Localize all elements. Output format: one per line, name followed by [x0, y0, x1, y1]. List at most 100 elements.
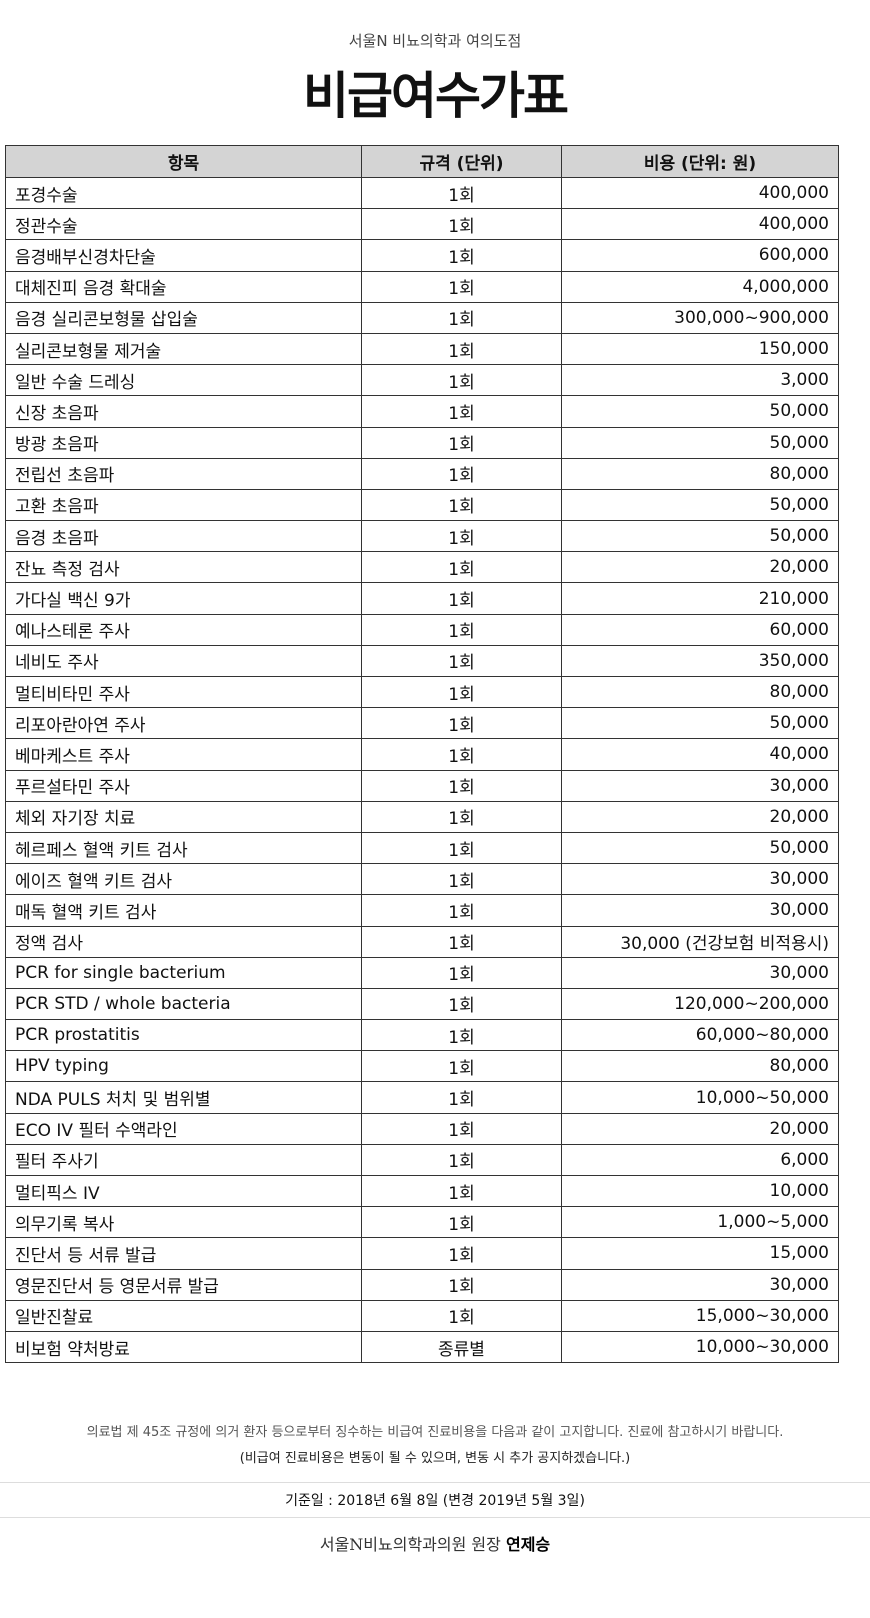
price-table: 항목 규격 (단위) 비용 (단위: 원) 포경수술 1회 400,000 정관수술 1… [5, 145, 839, 1364]
item-cost: 4,000,000 [561, 270, 839, 303]
table-row: 멀티비타민 주사 1회 80,000 [5, 675, 839, 709]
table-row: 리포아란아연 주사 1회 50,000 [5, 707, 839, 740]
item-cost: 20,000 [561, 800, 839, 833]
item-unit: 1회 [361, 644, 562, 678]
table-row: 진단서 등 서류 발급 1회 15,000 [5, 1237, 839, 1270]
item-unit: 1회 [361, 675, 562, 709]
column-header: 비용 (단위: 원) [561, 145, 839, 178]
item-unit: 1회 [361, 551, 562, 584]
item-unit: 1회 [361, 831, 562, 865]
item-unit: 1회 [361, 738, 562, 771]
item-cost: 50,000 [561, 488, 839, 522]
table-row: 예나스테론 주사 1회 60,000 [5, 613, 839, 646]
signer-name: 연제승 [505, 1535, 551, 1554]
item-name: 네비도 주사 [5, 644, 362, 678]
table-row: ECO IV 필터 수액라인 1회 20,000 [5, 1112, 839, 1145]
table-row: 매독 혈액 키트 검사 1회 30,000 [5, 894, 839, 927]
item-cost: 80,000 [561, 675, 839, 709]
table-row: PCR for single bacterium 1회 30,000 [5, 956, 839, 989]
item-unit: 종류별 [361, 1330, 562, 1364]
table-row: 음경 초음파 1회 50,000 [5, 520, 839, 553]
item-cost: 120,000~200,000 [561, 987, 839, 1021]
item-unit: 1회 [361, 426, 562, 459]
item-cost: 60,000 [561, 613, 839, 646]
table-row: 정관수술 1회 400,000 [5, 208, 839, 241]
table-row: 일반 수술 드레싱 1회 3,000 [5, 364, 839, 397]
item-cost: 80,000 [561, 457, 839, 490]
item-cost: 50,000 [561, 426, 839, 459]
divider [0, 1517, 870, 1518]
item-name: 베마케스트 주사 [5, 738, 362, 771]
item-cost: 30,000 [561, 894, 839, 927]
table-row: 필터 주사기 1회 6,000 [5, 1143, 839, 1177]
item-name: 멀티픽스 IV [5, 1174, 362, 1208]
table-row: 신장 초음파 1회 50,000 [5, 395, 839, 428]
table-row: 푸르설타민 주사 1회 30,000 [5, 769, 839, 802]
item-name: 음경배부신경차단술 [5, 239, 362, 272]
table-row: 정액 검사 1회 30,000 (건강보험 비적용시) [5, 925, 839, 958]
item-name: 실리콘보형물 제거술 [5, 332, 362, 366]
item-name: 비보험 약처방료 [5, 1330, 362, 1364]
item-cost: 300,000~900,000 [561, 301, 839, 334]
item-unit: 1회 [361, 1237, 562, 1270]
item-cost: 30,000 [561, 1268, 839, 1301]
table-row: 실리콘보형물 제거술 1회 150,000 [5, 332, 839, 366]
item-name: 음경 초음파 [5, 520, 362, 553]
item-cost: 30,000 [561, 769, 839, 802]
item-cost: 6,000 [561, 1143, 839, 1177]
item-unit: 1회 [361, 1299, 562, 1332]
item-name: 방광 초음파 [5, 426, 362, 459]
item-name: PCR STD / whole bacteria [5, 987, 362, 1021]
item-name: 대체진피 음경 확대술 [5, 270, 362, 303]
table-row: NDA PULS 처치 및 범위별 1회 10,000~50,000 [5, 1081, 839, 1114]
table-row: 고환 초음파 1회 50,000 [5, 488, 839, 522]
item-name: 의무기록 복사 [5, 1206, 362, 1239]
item-unit: 1회 [361, 239, 562, 272]
item-cost: 350,000 [561, 644, 839, 678]
table-row: HPV typing 1회 80,000 [5, 1050, 839, 1083]
item-name: 잔뇨 측정 검사 [5, 551, 362, 584]
table-row: 체외 자기장 치료 1회 20,000 [5, 800, 839, 833]
item-cost: 50,000 [561, 520, 839, 553]
item-cost: 600,000 [561, 239, 839, 272]
item-name: 가다실 백신 9가 [5, 582, 362, 615]
notice: 의료법 제 45조 규정에 의거 환자 등으로부터 징수하는 비급여 진료비용을… [86, 1425, 784, 1440]
item-name: 에이즈 혈액 키트 검사 [5, 863, 362, 896]
item-unit: 1회 [361, 270, 562, 303]
table-row: 전립선 초음파 1회 80,000 [5, 457, 839, 490]
item-unit: 1회 [361, 176, 562, 210]
table-row: 일반진찰료 1회 15,000~30,000 [5, 1299, 839, 1332]
item-unit: 1회 [361, 769, 562, 802]
item-cost: 10,000~50,000 [561, 1081, 839, 1114]
column-header: 항목 [5, 145, 362, 178]
table-row: PCR prostatitis 1회 60,000~80,000 [5, 1019, 839, 1052]
item-unit: 1회 [361, 1143, 562, 1177]
item-name: 예나스테론 주사 [5, 613, 362, 646]
item-unit: 1회 [361, 707, 562, 740]
table-row: 멀티픽스 IV 1회 10,000 [5, 1174, 839, 1208]
item-name: 체외 자기장 치료 [5, 800, 362, 833]
item-unit: 1회 [361, 395, 562, 428]
table-row: 가다실 백신 9가 1회 210,000 [5, 582, 839, 615]
signer-prefix: 서울N비뇨의학과의원 원장 [319, 1535, 501, 1554]
item-name: 영문진단서 등 영문서류 발급 [5, 1268, 362, 1301]
item-cost: 10,000~30,000 [561, 1330, 839, 1364]
item-cost: 400,000 [561, 208, 839, 241]
item-cost: 15,000~30,000 [561, 1299, 839, 1332]
table-row: 에이즈 혈액 키트 검사 1회 30,000 [5, 863, 839, 896]
signature: 서울N비뇨의학과의원 원장 연제승 [0, 1531, 870, 1555]
table-row: 헤르페스 혈액 키트 검사 1회 50,000 [5, 831, 839, 865]
item-name: 헤르페스 혈액 키트 검사 [5, 831, 362, 865]
item-name: 고환 초음파 [5, 488, 362, 522]
table-row: 방광 초음파 1회 50,000 [5, 426, 839, 459]
table-row: 비보험 약처방료 종류별 10,000~30,000 [5, 1330, 839, 1364]
item-name: 포경수술 [5, 176, 362, 210]
table-row: 영문진단서 등 영문서류 발급 1회 30,000 [5, 1268, 839, 1301]
item-cost: 50,000 [561, 395, 839, 428]
item-name: 정액 검사 [5, 925, 362, 958]
item-unit: 1회 [361, 956, 562, 989]
item-cost: 30,000 [561, 956, 839, 989]
table-row: 잔뇨 측정 검사 1회 20,000 [5, 551, 839, 584]
table-row: 네비도 주사 1회 350,000 [5, 644, 839, 678]
